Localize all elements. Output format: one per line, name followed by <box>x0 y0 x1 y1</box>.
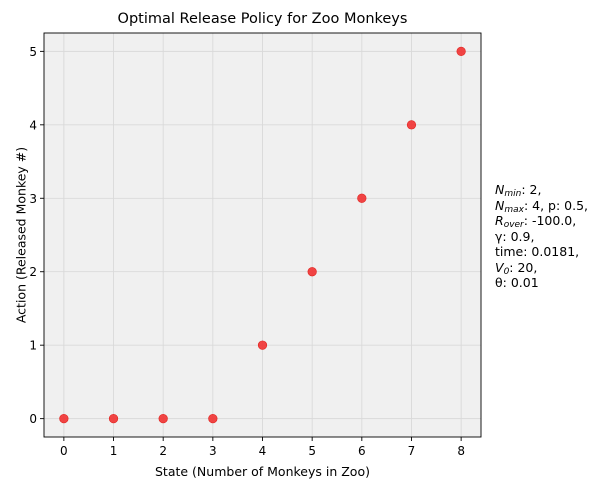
x-tick-label: 5 <box>308 444 316 458</box>
parameters-annotation: Nmin: 2, Nmax: 4, p: 0.5, Rover: -100.0,… <box>495 182 588 291</box>
y-tick-label: 5 <box>29 45 37 59</box>
data-point <box>257 340 268 350</box>
y-tick-label: 0 <box>29 412 37 426</box>
data-point <box>208 414 218 424</box>
x-tick-label: 3 <box>209 444 217 458</box>
x-tick-label: 0 <box>60 444 68 458</box>
y-tick-label: 1 <box>29 339 37 353</box>
y-tick-label: 2 <box>29 265 37 279</box>
x-tick-label: 4 <box>259 444 267 458</box>
param-v0: V0: 20, <box>495 259 538 277</box>
x-tick-label: 8 <box>457 444 465 458</box>
data-point <box>158 414 168 424</box>
param-theta: θ: 0.01 <box>495 275 539 290</box>
axis-ticks: 0 1 2 3 4 5 6 7 8 0 1 2 3 4 5 <box>29 45 465 458</box>
y-axis-label: Action (Released Monkey #) <box>13 147 28 323</box>
x-tick-label: 2 <box>159 444 167 458</box>
data-point <box>406 120 417 130</box>
y-tick-label: 4 <box>29 118 37 132</box>
param-r-over: Rover: -100.0, <box>495 213 577 230</box>
data-point <box>456 46 466 56</box>
x-axis-label: State (Number of Monkeys in Zoo) <box>155 464 370 479</box>
param-gamma: γ: 0.9, <box>495 228 535 244</box>
x-tick-label: 1 <box>110 444 118 458</box>
param-time: time: 0.0181, <box>495 244 580 259</box>
x-tick-label: 7 <box>408 444 416 458</box>
data-point <box>307 267 317 277</box>
data-point <box>108 414 119 424</box>
data-point <box>59 414 69 424</box>
param-n-min: Nmin: 2, <box>495 182 542 199</box>
param-n-max: Nmax: 4, p: 0.5, <box>495 197 589 215</box>
x-tick-label: 6 <box>358 444 366 458</box>
chart-title: Optimal Release Policy for Zoo Monkeys <box>118 11 408 27</box>
data-point <box>357 193 367 203</box>
data-points <box>59 46 466 424</box>
y-tick-label: 3 <box>29 192 37 206</box>
